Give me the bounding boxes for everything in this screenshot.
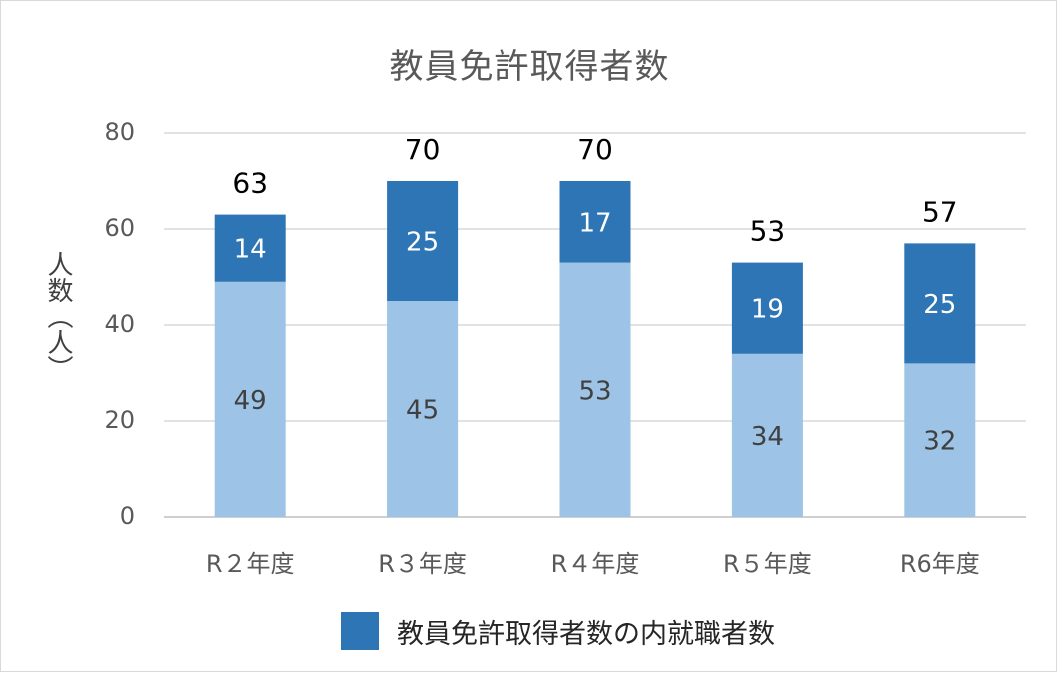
y-axis-label: 人数（人）: [43, 251, 73, 381]
bar-segment-base: [904, 363, 976, 517]
data-label: 45: [406, 396, 439, 426]
bar-segment-employed: [559, 181, 631, 263]
x-tick-label: R４年度: [551, 550, 640, 578]
x-tick-label: R6年度: [900, 550, 980, 578]
data-label: 25: [923, 290, 956, 320]
total-label: 70: [577, 133, 613, 166]
data-label: 17: [578, 208, 611, 238]
chart-title: 教員免許取得者数: [389, 47, 670, 87]
x-tick-label: R５年度: [723, 550, 812, 578]
bar-segment-employed: [904, 243, 976, 364]
y-tick-label: 40: [104, 310, 135, 338]
data-label: 25: [406, 228, 439, 258]
bar-segment-employed: [387, 181, 459, 301]
bar-segment-base: [731, 353, 803, 517]
bar-segment-employed: [214, 214, 286, 282]
bar-segment-base: [214, 281, 286, 517]
bar-segment-employed: [731, 262, 803, 354]
data-label: 19: [751, 295, 784, 325]
total-label: 70: [405, 133, 441, 166]
data-label: 34: [751, 422, 784, 452]
total-label: 57: [922, 195, 958, 228]
y-tick-label: 0: [120, 502, 135, 530]
x-tick-label: R２年度: [206, 550, 295, 578]
legend: 教員免許取得者数の内就職者数: [341, 611, 775, 651]
data-label: 14: [234, 235, 267, 265]
total-label: 53: [750, 215, 786, 248]
bar-segment-base: [559, 262, 631, 517]
total-label: 63: [232, 167, 268, 200]
data-label: 32: [923, 427, 956, 457]
y-tick-label: 60: [104, 214, 135, 242]
legend-label: 教員免許取得者数の内就職者数: [397, 618, 775, 650]
bar-segment-base: [387, 301, 459, 517]
legend-swatch: [341, 612, 379, 650]
x-tick-label: R３年度: [378, 550, 467, 578]
data-label: 53: [578, 376, 611, 406]
y-tick-label: 80: [104, 118, 135, 146]
data-label: 49: [234, 386, 267, 416]
y-tick-label: 20: [104, 406, 135, 434]
